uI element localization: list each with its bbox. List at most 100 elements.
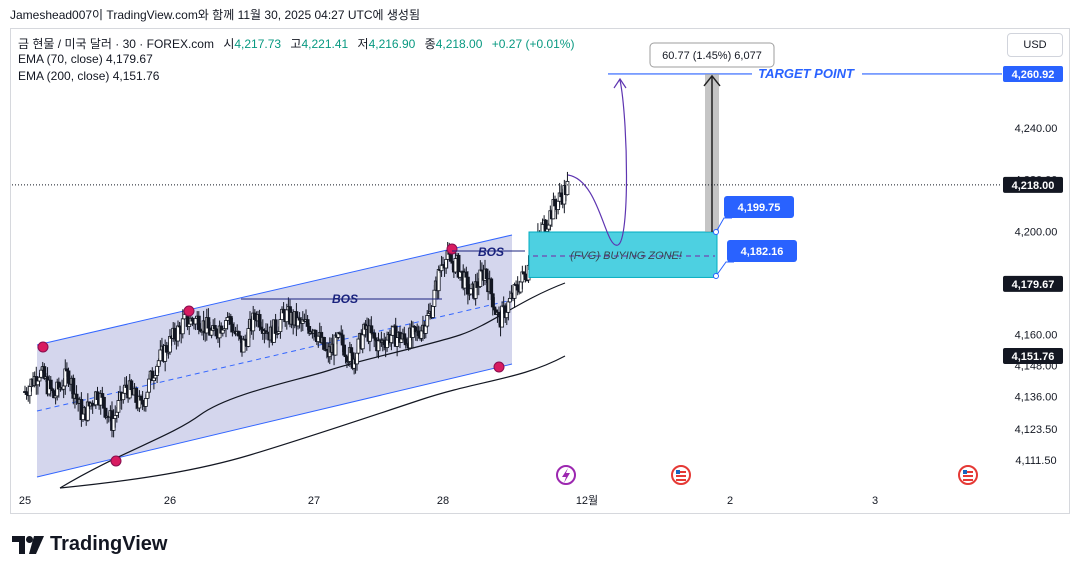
- price-label-last-bg: [1003, 176, 1063, 193]
- swing-point-marker: [493, 361, 505, 373]
- candle-body: [360, 334, 365, 350]
- candle-body: [278, 319, 283, 333]
- candle-body: [241, 338, 246, 353]
- candle-body: [63, 368, 68, 387]
- candle-body: [506, 301, 511, 313]
- currency-button[interactable]: USD: [1007, 33, 1063, 57]
- candle-body: [559, 192, 564, 198]
- candle-body: [81, 413, 85, 421]
- candle-body: [113, 414, 118, 419]
- candle-body: [172, 327, 177, 340]
- price-tick-label: 4,136.00: [1015, 392, 1058, 404]
- candle-body: [504, 311, 509, 319]
- callout2-anchor: [713, 273, 719, 279]
- price-label-ema70: 4,179.67: [1012, 279, 1055, 291]
- candle-body: [220, 329, 225, 334]
- change-value: +0.27 (+0.01%): [491, 37, 575, 51]
- candle-body: [425, 314, 430, 327]
- candle-body: [196, 315, 201, 330]
- symbol-name: 금 현물 / 미국 달러 · 30 · FOREX.com: [18, 37, 214, 51]
- candle-body: [305, 319, 310, 327]
- candle-body: [193, 317, 198, 325]
- callout2-pointer: [715, 261, 734, 277]
- tradingview-logo[interactable]: TradingView: [12, 533, 167, 556]
- time-tick-label: 27: [308, 495, 320, 507]
- candle-body: [61, 385, 66, 390]
- ema200-legend[interactable]: EMA (200, close) 4,151.76: [18, 69, 160, 83]
- candle-body: [48, 379, 53, 390]
- us-flag-stripe: [963, 471, 973, 473]
- candle-body: [484, 268, 489, 280]
- candle-body: [214, 328, 219, 337]
- candle-body: [444, 258, 449, 269]
- candle-body: [369, 325, 374, 334]
- candle-body: [284, 309, 289, 323]
- callout1-anchor: [713, 229, 719, 235]
- close-label: 종: [424, 37, 436, 51]
- ema70-legend[interactable]: EMA (70, close) 4,179.67: [18, 52, 153, 66]
- measure-text: 60.77 (1.45%) 6,077: [662, 50, 762, 62]
- candle-body: [497, 311, 501, 316]
- symbol-legend[interactable]: 금 현물 / 미국 달러 · 30 · FOREX.com 시4,217.73 …: [18, 35, 574, 52]
- candle-body: [490, 293, 495, 308]
- price-label-ema70-bg: [1003, 275, 1063, 292]
- candle-body: [500, 305, 505, 328]
- candle-body: [158, 349, 163, 362]
- us-flag-canton: [676, 470, 680, 474]
- chart-header: Jameshead007이 TradingView.com와 함께 11월 30…: [10, 8, 420, 22]
- candle-body: [273, 319, 278, 334]
- target-label: TARGET POINT: [758, 66, 855, 81]
- candle-body: [139, 395, 143, 401]
- candle-body: [147, 378, 151, 393]
- candle-body: [39, 369, 44, 378]
- time-tick-label: 26: [164, 495, 176, 507]
- candle-body: [252, 312, 257, 320]
- candle-body: [238, 335, 243, 340]
- swing-point-marker: [446, 243, 458, 255]
- candle-body: [469, 288, 473, 295]
- us-flag-stripe: [963, 479, 973, 481]
- candle-body: [432, 289, 437, 307]
- candle-body: [489, 278, 494, 295]
- candle-body: [134, 387, 139, 403]
- candle-body: [257, 314, 262, 328]
- price-label-target: 4,260.92: [1012, 69, 1055, 81]
- price-tick-label: 4,111.50: [1015, 455, 1056, 467]
- price-label-ema200: 4,151.76: [1012, 351, 1055, 363]
- price-label-target-bg: [1003, 65, 1063, 82]
- candle-body: [143, 398, 148, 407]
- candle-body: [156, 360, 161, 367]
- low-value: 4,216.90: [368, 37, 416, 51]
- candle-body: [515, 284, 520, 291]
- time-tick-label: 28: [437, 495, 449, 507]
- candle-body: [546, 224, 551, 230]
- us-flag-stripe: [676, 471, 686, 473]
- open-label: 시: [223, 37, 235, 51]
- candle-body: [100, 393, 105, 398]
- low-label: 저: [357, 37, 369, 51]
- high-label: 고: [290, 37, 302, 51]
- candle-body: [540, 223, 545, 233]
- us-flag-stripe: [676, 475, 686, 477]
- candle-body: [155, 365, 160, 376]
- candle-body: [281, 308, 286, 314]
- fvg-top-callout: 4,199.75: [738, 202, 781, 214]
- candle-body: [478, 269, 483, 287]
- candle-body: [35, 380, 40, 386]
- swing-point-marker: [37, 341, 49, 353]
- bos2-label: BOS: [478, 245, 504, 259]
- candle-body: [145, 391, 150, 399]
- candle-body: [114, 411, 119, 416]
- price-tick-label: 4,123.50: [1015, 424, 1058, 436]
- price-tick-label: 4,200.00: [1015, 226, 1058, 238]
- candle-body: [176, 325, 180, 342]
- price-tick-label: 4,240.00: [1015, 123, 1058, 135]
- channel-upper-line: [36, 234, 513, 346]
- candle-body: [228, 316, 233, 325]
- swing-point-marker: [110, 455, 122, 467]
- candle-body: [464, 271, 469, 278]
- candle-body: [448, 253, 453, 262]
- fvg-bottom-callout: 4,182.16: [741, 246, 784, 258]
- time-tick-label: 3: [872, 495, 878, 507]
